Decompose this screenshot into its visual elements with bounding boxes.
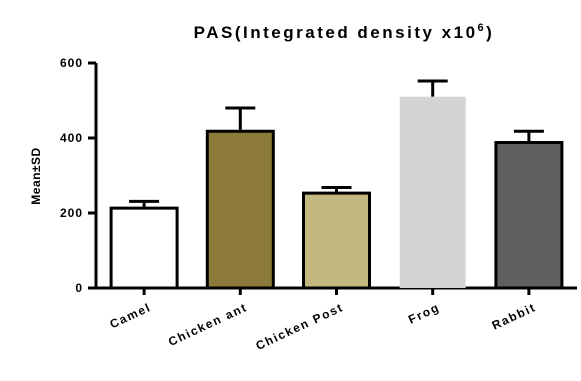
chart-title: PAS(Integrated density x106) <box>194 22 495 42</box>
x-tick-label: Chicken Post <box>254 300 346 353</box>
chart-title-superscript: 6 <box>478 22 487 34</box>
plot-area: 0 200 400 600 Camel Chicken ant Chicken Post Fr… <box>60 56 577 353</box>
y-axis-label: Mean±SD <box>29 147 43 204</box>
bar-3 <box>302 191 371 290</box>
x-tick-label: Frog <box>406 300 442 327</box>
chart-title-base: PAS(Integrated density x10 <box>194 23 478 42</box>
y-tick-label: 200 <box>60 206 83 220</box>
y-tick-label: 600 <box>60 56 83 70</box>
x-tick-label: Rabbit <box>490 300 538 333</box>
chart-title-close: ) <box>486 23 494 42</box>
y-tick-label: 0 <box>75 281 83 295</box>
y-tick-label: 400 <box>60 131 83 145</box>
x-tick-label: Camel <box>108 300 154 331</box>
x-tick-label: Chicken ant <box>166 300 250 349</box>
bar-5 <box>494 141 564 290</box>
bar-4 <box>399 96 466 288</box>
bar-2 <box>205 129 275 290</box>
bar-1 <box>109 206 179 290</box>
